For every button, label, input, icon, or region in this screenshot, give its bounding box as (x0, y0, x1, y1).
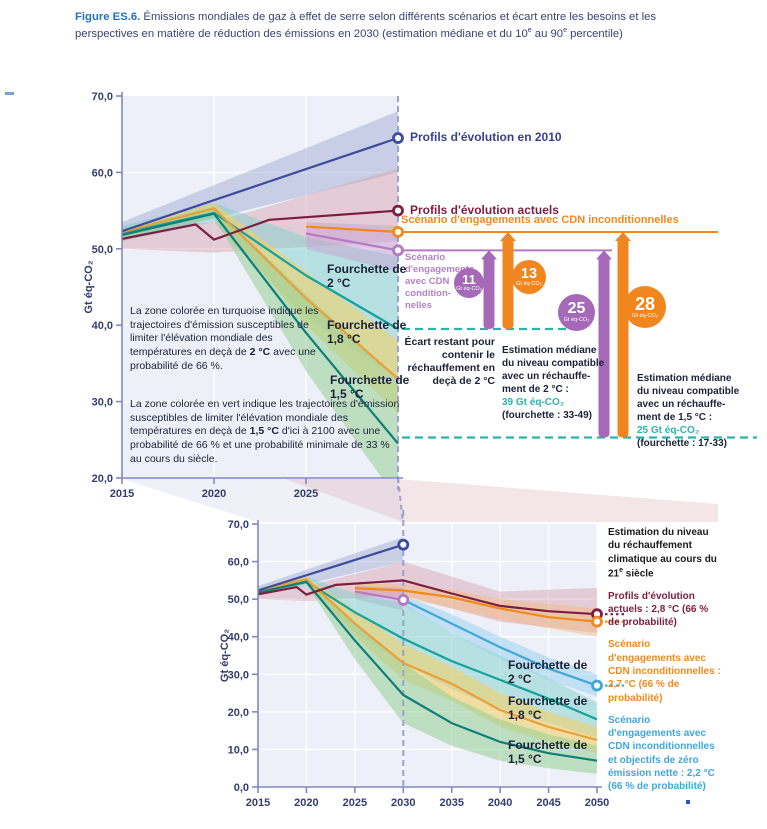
caption-text-pre: Émissions mondiales de gaz à effet de se… (75, 11, 657, 40)
svg-text:Gt éq-CO₂: Gt éq-CO₂ (219, 629, 231, 682)
svg-text:2035: 2035 (439, 797, 463, 809)
svg-text:10,0: 10,0 (228, 744, 249, 756)
median-estimate-15c-value: 25 Gt éq-CO₂ (637, 425, 700, 436)
svg-text:40,0: 40,0 (228, 632, 249, 644)
note-remaining-gap-2c: Écart restant pour contenir le réchauffe… (404, 336, 495, 388)
note-turquoise-zone: La zone colorée en turquoise indique les… (130, 305, 337, 373)
svg-text:2040: 2040 (488, 797, 512, 809)
svg-text:60,0: 60,0 (228, 557, 249, 569)
gap-unit-25: Gt éq-CO₂ (563, 317, 590, 324)
label-ndc-unconditional: Scénario d'engagements avec CDN incondit… (401, 214, 679, 226)
note-green-bold: 1,5 °C (249, 425, 279, 438)
svg-text:2045: 2045 (536, 797, 560, 809)
note-turquoise-post: avec une probabilité de 66 %. (130, 345, 316, 372)
svg-text:70,0: 70,0 (228, 519, 249, 531)
legend-heading-sup: e (619, 566, 624, 574)
page-artifact-dot (686, 800, 690, 804)
label-range-15c-bottom: Fourchette de 1,5 °C (508, 738, 588, 766)
svg-text:Gt éq-CO₂: Gt éq-CO₂ (83, 260, 95, 313)
note-green-pre: La zone colorée en vert indique les traj… (130, 398, 400, 438)
label-current-policies: Profils d'évolution actuels (410, 203, 559, 217)
label-range-2c-top: Fourchette de 2 °C (327, 262, 407, 290)
svg-text:2015: 2015 (246, 797, 270, 809)
gap-badge-13: 13 Gt éq-CO₂ (512, 260, 546, 294)
median-estimate-2c-range: (fourchette : 33-49) (502, 410, 593, 421)
label-range-18c-top: Fourchette de 1,8 °C (327, 318, 407, 346)
legend-heading-pre: Estimation du niveau du réchauffement cl… (608, 527, 717, 580)
label-range-2c-bottom: Fourchette de 2 °C (508, 658, 588, 686)
gap-unit-13: Gt éq-CO₂ (516, 281, 542, 287)
label-range-15c-top: Fourchette de 1,5 °C (330, 373, 410, 401)
legend-heading-post: siècle (623, 568, 654, 580)
note-green-post: d'ici à 2100 avec une probabilité de 66 … (130, 425, 390, 465)
gap-value-11: 11 (462, 272, 476, 288)
svg-text:2030: 2030 (391, 797, 415, 809)
caption-sup-2: e (563, 26, 567, 34)
svg-text:2025: 2025 (294, 488, 318, 500)
svg-text:20,0: 20,0 (228, 707, 249, 719)
legend-ndc-unconditional: Scénario d'engagements avec CDN incondit… (608, 639, 721, 704)
note-turquoise-pre: La zone colorée en turquoise indique les… (130, 305, 319, 358)
gap-badge-25: 25 Gt éq-CO₂ (558, 294, 595, 331)
figure-caption: Figure ES.6. Émissions mondiales de gaz … (75, 10, 720, 42)
svg-text:2020: 2020 (202, 488, 226, 500)
svg-text:50,0: 50,0 (92, 244, 113, 256)
svg-text:2020: 2020 (294, 797, 318, 809)
caption-sup-1: e (527, 26, 532, 34)
svg-text:60,0: 60,0 (92, 167, 113, 179)
median-estimate-2c-text: Estimation médiane du niveau compatible … (502, 345, 605, 395)
label-ndc-conditional: Scénario d'engagements avec CDN conditio… (405, 252, 475, 311)
gap-badge-28: 28 Gt éq-CO₂ (624, 286, 666, 328)
svg-text:2050: 2050 (585, 797, 609, 809)
legend-current-policies: Profils d'évolution actuels : 2,8 °C (66… (608, 590, 709, 629)
figure-label: Figure ES.6. (75, 11, 141, 23)
warming-estimate-legend: Estimation du niveau du réchauffement cl… (608, 526, 722, 803)
svg-text:0,0: 0,0 (234, 782, 249, 794)
legend-heading: Estimation du niveau du réchauffement cl… (608, 526, 722, 581)
gap-value-28: 28 (634, 293, 656, 314)
svg-text:70,0: 70,0 (92, 91, 113, 103)
svg-text:50,0: 50,0 (228, 594, 249, 606)
note-median-estimate-15c: Estimation médiane du niveau compatible … (637, 372, 763, 450)
median-estimate-2c-value: 39 Gt éq-CO₂ (502, 397, 565, 408)
svg-text:2025: 2025 (343, 797, 367, 809)
svg-text:20,0: 20,0 (92, 473, 113, 485)
gap-value-25: 25 (567, 300, 586, 318)
median-estimate-15c-range: (fourchette : 17-33) (637, 438, 728, 449)
gap-unit-11: Gt éq-CO₂ (456, 286, 482, 293)
gap-badge-11: 11 Gt éq-CO₂ (454, 268, 484, 298)
label-pathways-2010: Profils d'évolution en 2010 (410, 130, 562, 144)
caption-text-post: percentile) (567, 27, 623, 40)
caption-text-mid: au 90 (531, 27, 564, 40)
note-turquoise-bold: 2 °C (249, 345, 271, 358)
legend-net-zero: Scénario d'engagements avec CDN incondit… (608, 714, 715, 793)
label-range-18c-bottom: Fourchette de 1,8 °C (508, 694, 588, 722)
page-artifact-dash (5, 92, 14, 95)
svg-text:40,0: 40,0 (92, 320, 113, 332)
note-green-zone: La zone colorée en vert indique les traj… (130, 398, 400, 466)
svg-text:30,0: 30,0 (92, 397, 113, 409)
gap-value-13: 13 (520, 265, 538, 282)
svg-text:30,0: 30,0 (228, 669, 249, 681)
median-estimate-15c-text: Estimation médiane du niveau compatible … (637, 373, 740, 423)
svg-text:2015: 2015 (110, 488, 134, 500)
note-median-estimate-2c: Estimation médiane du niveau compatible … (502, 344, 610, 422)
gap-unit-28: Gt éq-CO₂ (632, 312, 658, 319)
